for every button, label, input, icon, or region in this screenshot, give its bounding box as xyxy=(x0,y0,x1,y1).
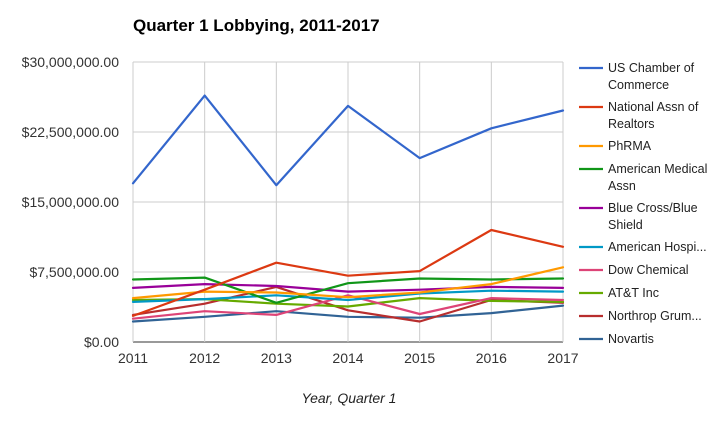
y-tick-label: $22,500,000.00 xyxy=(22,124,120,140)
gridlines xyxy=(132,61,564,343)
legend-label: American Hospi... xyxy=(608,240,707,254)
legend-label: National Assn of xyxy=(608,100,699,114)
x-tick-label: 2014 xyxy=(332,350,363,366)
series-line-6 xyxy=(131,289,565,303)
series-line-1 xyxy=(131,94,565,187)
legend-label: US Chamber of xyxy=(608,61,695,75)
x-tick-label: 2017 xyxy=(547,350,578,366)
series-line-5 xyxy=(131,283,565,293)
x-tick-label: 2013 xyxy=(261,350,292,366)
legend-label: AT&T Inc xyxy=(608,286,659,300)
y-axis-ticks: $0.00 $7,500,000.00 $15,000,000.00 $22,500,… xyxy=(22,54,120,350)
series-line-2 xyxy=(131,228,565,317)
legend-label: Realtors xyxy=(608,117,655,131)
y-tick-label: $7,500,000.00 xyxy=(29,264,119,280)
legend-label: Shield xyxy=(608,218,643,232)
legend-label: Novartis xyxy=(608,332,654,346)
series-line-3 xyxy=(131,266,565,300)
chart-title: Quarter 1 Lobbying, 2011-2017 xyxy=(133,16,380,35)
x-tick-label: 2015 xyxy=(404,350,435,366)
x-tick-label: 2016 xyxy=(476,350,507,366)
legend-label: Blue Cross/Blue xyxy=(608,201,698,215)
y-tick-label: $0.00 xyxy=(84,334,119,350)
series-lines xyxy=(131,94,565,323)
y-tick-label: $30,000,000.00 xyxy=(22,54,120,70)
series-line-10 xyxy=(131,304,565,323)
series-line-7 xyxy=(131,294,565,320)
x-axis-label: Year, Quarter 1 xyxy=(302,390,397,406)
series-line-4 xyxy=(131,276,565,304)
legend-label: American Medical xyxy=(608,162,707,176)
x-axis-ticks: 2011 2012 2013 2014 2015 2016 2017 xyxy=(118,350,579,366)
legend-label: Commerce xyxy=(608,78,669,92)
legend: US Chamber of Commerce National Assn of Rea… xyxy=(579,61,707,346)
legend-label: Dow Chemical xyxy=(608,263,689,277)
x-tick-label: 2011 xyxy=(118,350,148,366)
legend-label: Assn xyxy=(608,179,636,193)
y-tick-label: $15,000,000.00 xyxy=(22,194,120,210)
legend-label: Northrop Grum... xyxy=(608,309,702,323)
x-tick-label: 2012 xyxy=(189,350,220,366)
legend-label: PhRMA xyxy=(608,139,652,153)
